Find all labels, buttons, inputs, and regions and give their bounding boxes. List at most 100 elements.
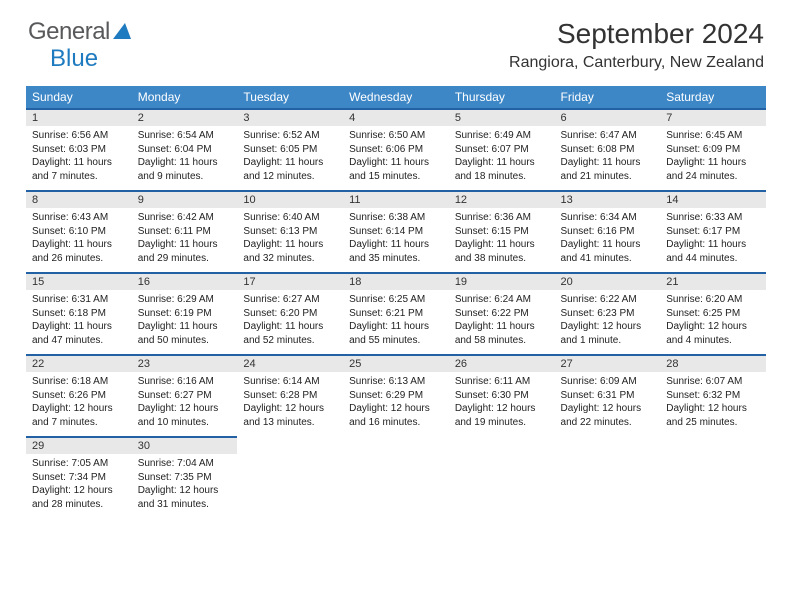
day-number: 14 — [660, 190, 766, 208]
day-details: Sunrise: 6:56 AMSunset: 6:03 PMDaylight:… — [26, 126, 132, 187]
calendar-day-cell: 17Sunrise: 6:27 AMSunset: 6:20 PMDayligh… — [237, 272, 343, 354]
calendar-day-cell: 15Sunrise: 6:31 AMSunset: 6:18 PMDayligh… — [26, 272, 132, 354]
calendar-day-cell: 1Sunrise: 6:56 AMSunset: 6:03 PMDaylight… — [26, 108, 132, 190]
day-number: 21 — [660, 272, 766, 290]
calendar-day-cell: 6Sunrise: 6:47 AMSunset: 6:08 PMDaylight… — [555, 108, 661, 190]
day-number: 13 — [555, 190, 661, 208]
day-number: 15 — [26, 272, 132, 290]
day-details: Sunrise: 6:27 AMSunset: 6:20 PMDaylight:… — [237, 290, 343, 351]
weekday-header: Saturday — [660, 86, 766, 108]
day-details: Sunrise: 6:20 AMSunset: 6:25 PMDaylight:… — [660, 290, 766, 351]
weekday-header: Sunday — [26, 86, 132, 108]
calendar-day-cell: 5Sunrise: 6:49 AMSunset: 6:07 PMDaylight… — [449, 108, 555, 190]
calendar-day-cell: 14Sunrise: 6:33 AMSunset: 6:17 PMDayligh… — [660, 190, 766, 272]
day-number: 5 — [449, 108, 555, 126]
day-details: Sunrise: 6:52 AMSunset: 6:05 PMDaylight:… — [237, 126, 343, 187]
day-number: 24 — [237, 354, 343, 372]
day-details: Sunrise: 6:14 AMSunset: 6:28 PMDaylight:… — [237, 372, 343, 433]
calendar-day-cell: 22Sunrise: 6:18 AMSunset: 6:26 PMDayligh… — [26, 354, 132, 436]
calendar-week-row: 29Sunrise: 7:05 AMSunset: 7:34 PMDayligh… — [26, 436, 766, 518]
calendar-day-cell: 16Sunrise: 6:29 AMSunset: 6:19 PMDayligh… — [132, 272, 238, 354]
day-number: 6 — [555, 108, 661, 126]
calendar-header-row: SundayMondayTuesdayWednesdayThursdayFrid… — [26, 86, 766, 108]
calendar-week-row: 8Sunrise: 6:43 AMSunset: 6:10 PMDaylight… — [26, 190, 766, 272]
logo: General — [28, 18, 133, 46]
logo-text-general: General — [28, 18, 110, 46]
day-number: 20 — [555, 272, 661, 290]
logo-text-blue: Blue — [50, 45, 98, 73]
day-details: Sunrise: 6:25 AMSunset: 6:21 PMDaylight:… — [343, 290, 449, 351]
day-details: Sunrise: 6:09 AMSunset: 6:31 PMDaylight:… — [555, 372, 661, 433]
calendar-table: SundayMondayTuesdayWednesdayThursdayFrid… — [26, 86, 766, 518]
day-number: 19 — [449, 272, 555, 290]
day-number: 22 — [26, 354, 132, 372]
day-number: 25 — [343, 354, 449, 372]
day-number: 27 — [555, 354, 661, 372]
day-details: Sunrise: 6:07 AMSunset: 6:32 PMDaylight:… — [660, 372, 766, 433]
month-title: September 2024 — [509, 18, 764, 50]
calendar-day-cell: . — [660, 436, 766, 518]
calendar-week-row: 1Sunrise: 6:56 AMSunset: 6:03 PMDaylight… — [26, 108, 766, 190]
calendar-day-cell: 19Sunrise: 6:24 AMSunset: 6:22 PMDayligh… — [449, 272, 555, 354]
day-number: 17 — [237, 272, 343, 290]
calendar-day-cell: . — [555, 436, 661, 518]
day-number: 11 — [343, 190, 449, 208]
weekday-header: Friday — [555, 86, 661, 108]
day-details: Sunrise: 6:29 AMSunset: 6:19 PMDaylight:… — [132, 290, 238, 351]
weekday-header: Monday — [132, 86, 238, 108]
calendar-day-cell: 30Sunrise: 7:04 AMSunset: 7:35 PMDayligh… — [132, 436, 238, 518]
day-details: Sunrise: 6:50 AMSunset: 6:06 PMDaylight:… — [343, 126, 449, 187]
calendar-day-cell: 18Sunrise: 6:25 AMSunset: 6:21 PMDayligh… — [343, 272, 449, 354]
day-details: Sunrise: 6:38 AMSunset: 6:14 PMDaylight:… — [343, 208, 449, 269]
weekday-header: Tuesday — [237, 86, 343, 108]
calendar-day-cell: 10Sunrise: 6:40 AMSunset: 6:13 PMDayligh… — [237, 190, 343, 272]
calendar-day-cell: 24Sunrise: 6:14 AMSunset: 6:28 PMDayligh… — [237, 354, 343, 436]
calendar-day-cell: 11Sunrise: 6:38 AMSunset: 6:14 PMDayligh… — [343, 190, 449, 272]
day-number: 23 — [132, 354, 238, 372]
calendar-day-cell: 27Sunrise: 6:09 AMSunset: 6:31 PMDayligh… — [555, 354, 661, 436]
calendar-day-cell: 25Sunrise: 6:13 AMSunset: 6:29 PMDayligh… — [343, 354, 449, 436]
calendar-week-row: 15Sunrise: 6:31 AMSunset: 6:18 PMDayligh… — [26, 272, 766, 354]
day-number: 9 — [132, 190, 238, 208]
calendar-day-cell: 28Sunrise: 6:07 AMSunset: 6:32 PMDayligh… — [660, 354, 766, 436]
calendar-body: 1Sunrise: 6:56 AMSunset: 6:03 PMDaylight… — [26, 108, 766, 518]
day-details: Sunrise: 6:45 AMSunset: 6:09 PMDaylight:… — [660, 126, 766, 187]
day-details: Sunrise: 6:49 AMSunset: 6:07 PMDaylight:… — [449, 126, 555, 187]
day-number: 1 — [26, 108, 132, 126]
day-number: 8 — [26, 190, 132, 208]
calendar-day-cell: 21Sunrise: 6:20 AMSunset: 6:25 PMDayligh… — [660, 272, 766, 354]
day-details: Sunrise: 6:13 AMSunset: 6:29 PMDaylight:… — [343, 372, 449, 433]
weekday-header: Wednesday — [343, 86, 449, 108]
day-details: Sunrise: 6:47 AMSunset: 6:08 PMDaylight:… — [555, 126, 661, 187]
day-details: Sunrise: 6:36 AMSunset: 6:15 PMDaylight:… — [449, 208, 555, 269]
calendar-day-cell: 2Sunrise: 6:54 AMSunset: 6:04 PMDaylight… — [132, 108, 238, 190]
calendar-day-cell: 9Sunrise: 6:42 AMSunset: 6:11 PMDaylight… — [132, 190, 238, 272]
day-details: Sunrise: 6:42 AMSunset: 6:11 PMDaylight:… — [132, 208, 238, 269]
day-details: Sunrise: 6:16 AMSunset: 6:27 PMDaylight:… — [132, 372, 238, 433]
calendar-day-cell: . — [343, 436, 449, 518]
calendar-day-cell: 7Sunrise: 6:45 AMSunset: 6:09 PMDaylight… — [660, 108, 766, 190]
calendar-week-row: 22Sunrise: 6:18 AMSunset: 6:26 PMDayligh… — [26, 354, 766, 436]
calendar-day-cell: 29Sunrise: 7:05 AMSunset: 7:34 PMDayligh… — [26, 436, 132, 518]
day-number: 30 — [132, 436, 238, 454]
day-details: Sunrise: 6:31 AMSunset: 6:18 PMDaylight:… — [26, 290, 132, 351]
day-number: 29 — [26, 436, 132, 454]
logo-sail-icon — [113, 23, 133, 39]
day-details: Sunrise: 6:34 AMSunset: 6:16 PMDaylight:… — [555, 208, 661, 269]
calendar-day-cell: . — [449, 436, 555, 518]
day-number: 26 — [449, 354, 555, 372]
day-number: 16 — [132, 272, 238, 290]
calendar-day-cell: 12Sunrise: 6:36 AMSunset: 6:15 PMDayligh… — [449, 190, 555, 272]
day-details: Sunrise: 6:24 AMSunset: 6:22 PMDaylight:… — [449, 290, 555, 351]
day-number: 28 — [660, 354, 766, 372]
day-details: Sunrise: 6:18 AMSunset: 6:26 PMDaylight:… — [26, 372, 132, 433]
day-details: Sunrise: 6:40 AMSunset: 6:13 PMDaylight:… — [237, 208, 343, 269]
calendar-day-cell: 3Sunrise: 6:52 AMSunset: 6:05 PMDaylight… — [237, 108, 343, 190]
calendar-day-cell: 20Sunrise: 6:22 AMSunset: 6:23 PMDayligh… — [555, 272, 661, 354]
day-details: Sunrise: 6:33 AMSunset: 6:17 PMDaylight:… — [660, 208, 766, 269]
calendar-day-cell: 13Sunrise: 6:34 AMSunset: 6:16 PMDayligh… — [555, 190, 661, 272]
calendar-day-cell: 4Sunrise: 6:50 AMSunset: 6:06 PMDaylight… — [343, 108, 449, 190]
day-number: 10 — [237, 190, 343, 208]
day-number: 4 — [343, 108, 449, 126]
day-details: Sunrise: 6:54 AMSunset: 6:04 PMDaylight:… — [132, 126, 238, 187]
